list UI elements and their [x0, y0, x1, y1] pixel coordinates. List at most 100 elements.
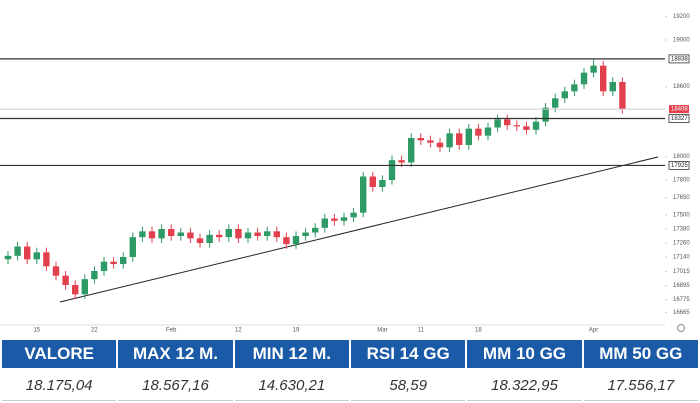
- candle-body: [120, 257, 127, 264]
- candle-body: [72, 285, 79, 295]
- candle-body: [388, 160, 396, 180]
- x-tick-label: Apr: [589, 328, 598, 334]
- candle-body: [273, 231, 280, 238]
- x-tick-label: 12: [235, 328, 242, 334]
- settings-icon[interactable]: [677, 324, 685, 332]
- candle-body: [619, 82, 626, 110]
- x-tick-label: 22: [91, 328, 98, 334]
- candle-body: [600, 65, 607, 92]
- candle-body: [590, 65, 597, 73]
- candle-body: [456, 133, 463, 145]
- value-cell: 18.567,16: [118, 370, 233, 401]
- candle-body: [177, 232, 184, 236]
- y-tick-label: 17015: [673, 269, 690, 275]
- header-cell: MM 50 GG: [583, 340, 698, 368]
- candle-body: [196, 238, 204, 243]
- candle-body: [100, 261, 108, 271]
- y-tick-label: 17140: [673, 255, 690, 261]
- candle-body: [321, 218, 328, 228]
- y-tick-label: 17380: [673, 227, 690, 233]
- candle-body: [360, 176, 367, 213]
- trend-line: [59, 156, 659, 303]
- candle-body: [14, 246, 21, 256]
- level-label: 18838: [671, 56, 688, 62]
- x-tick-label: 19: [293, 328, 300, 334]
- stats-table: VALORE MAX 12 M. MIN 12 M. RSI 14 GG MM …: [0, 338, 700, 403]
- x-tick-label: 15: [33, 328, 40, 334]
- candle-body: [609, 82, 616, 92]
- candle-body: [398, 160, 405, 163]
- candle-body: [62, 275, 69, 285]
- candle-body: [552, 98, 559, 108]
- candle-body: [542, 107, 549, 122]
- value-cell: 17.556,17: [583, 370, 698, 401]
- candle-body: [168, 229, 175, 236]
- candle-body: [43, 252, 50, 267]
- candle-body: [110, 261, 117, 264]
- level-label: 17925: [671, 163, 688, 169]
- level-box: [668, 114, 690, 123]
- y-tick-label: 16895: [673, 283, 690, 289]
- x-tick-label: 18: [475, 328, 482, 334]
- chart: 16665 16775 16895 17015 17140 17260 17380 17500…: [0, 14, 690, 334]
- candle-body: [532, 121, 540, 130]
- candle-body: [340, 217, 348, 221]
- candle-body: [350, 212, 357, 218]
- x-tick-label: Mar: [377, 328, 387, 334]
- candle-body: [436, 142, 444, 148]
- value-cell: 58,59: [350, 370, 466, 401]
- candle-body: [24, 246, 31, 260]
- candle-body: [292, 236, 300, 245]
- y-tick-label: 16665: [673, 310, 690, 316]
- candle-body: [4, 255, 12, 260]
- header-cell: MAX 12 M.: [118, 340, 233, 368]
- header-cell: RSI 14 GG: [350, 340, 466, 368]
- y-tick-label: 17650: [673, 195, 690, 201]
- candle-body: [254, 232, 261, 236]
- level-box: [668, 161, 690, 170]
- candle-body: [571, 84, 578, 92]
- candle-body: [494, 119, 501, 128]
- candle-body: [513, 125, 520, 127]
- candle-body: [302, 232, 309, 236]
- candle-body: [91, 271, 98, 280]
- y-tick-label: 18600: [673, 84, 690, 90]
- candle-body: [379, 180, 386, 187]
- candle-body: [369, 176, 376, 187]
- candle-body: [81, 279, 88, 295]
- x-tick-label: Feb: [166, 328, 177, 334]
- level-label: 18327: [671, 116, 688, 122]
- y-tick-label: 16775: [673, 297, 690, 303]
- candle-body: [129, 237, 136, 257]
- y-tick-label: 17260: [673, 241, 690, 247]
- candle-body: [235, 229, 242, 239]
- candle-body: [427, 140, 434, 143]
- candle-body: [206, 234, 213, 243]
- candle-body: [504, 119, 511, 126]
- candle-body: [33, 252, 40, 260]
- candle-body: [216, 234, 223, 238]
- candle-body: [417, 138, 424, 141]
- candle-body: [283, 237, 290, 245]
- candle-body: [523, 126, 530, 130]
- candle-body: [484, 127, 492, 136]
- candle-body: [561, 91, 568, 99]
- y-tick-label: 18000: [673, 154, 690, 160]
- level-box: [668, 54, 690, 64]
- y-tick-label: 17800: [673, 178, 690, 184]
- candle-body: [52, 266, 60, 276]
- candle-body: [244, 232, 252, 239]
- candle-body: [475, 128, 482, 136]
- candle-body: [465, 128, 472, 145]
- value-row: 18.175,04 18.567,16 14.630,21 58,59 18.3…: [2, 370, 698, 401]
- candle-body: [580, 72, 588, 85]
- candle-body: [225, 229, 232, 238]
- y-tick-label: 17500: [673, 213, 690, 219]
- y-tick-label: 19200: [673, 14, 690, 20]
- value-cell: 18.322,95: [467, 370, 582, 401]
- header-cell: VALORE: [2, 340, 117, 368]
- candle-body: [139, 231, 146, 238]
- candle-body: [408, 138, 415, 163]
- header-row: VALORE MAX 12 M. MIN 12 M. RSI 14 GG MM …: [2, 340, 698, 368]
